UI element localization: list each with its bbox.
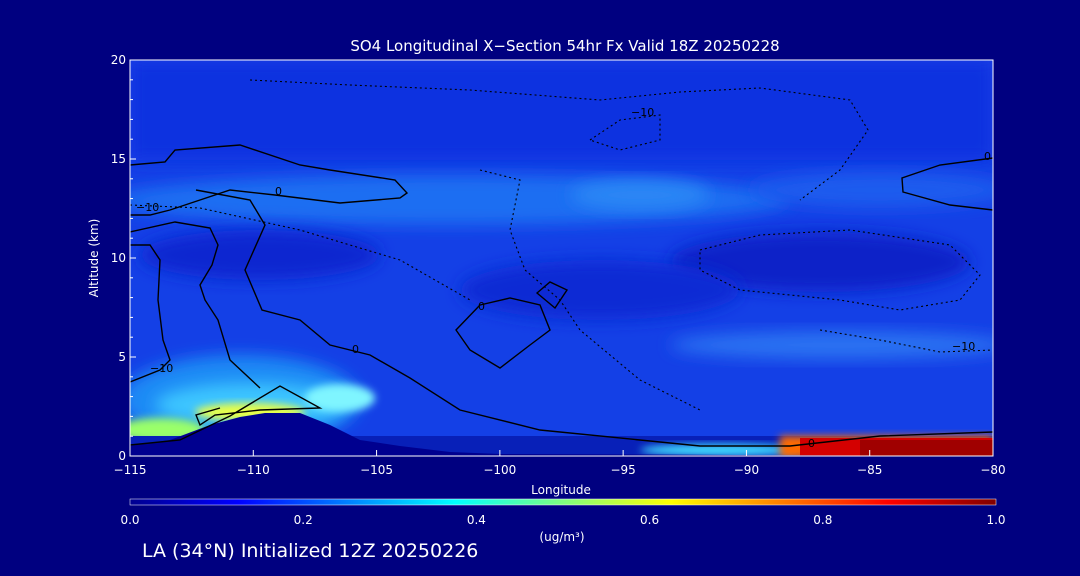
field-surface-cyan	[640, 444, 800, 456]
field-east-darkred	[860, 440, 993, 456]
x-tick-label: −110	[237, 463, 270, 477]
contour-zero-west-mid	[130, 221, 261, 389]
contour-neg10-west	[130, 204, 471, 301]
contour-zero-upper-west	[130, 144, 409, 216]
colorbar-ticks: 0.0 0.2 0.4 0.6 0.8 1.0	[120, 513, 1005, 527]
colorbar-tick-label: 0.8	[813, 513, 832, 527]
contour-label: −10	[136, 201, 159, 214]
contour-label: −10	[952, 340, 975, 353]
contours	[130, 79, 993, 447]
x-tick-label: −115	[114, 463, 147, 477]
colorbar-tick-label: 1.0	[986, 513, 1005, 527]
contour-neg10-lower-east	[819, 329, 993, 353]
chart-title: SO4 Longitudinal X−Section 54hr Fx Valid…	[350, 37, 779, 55]
contour-label: 0	[808, 437, 815, 450]
contour-zero-small-box	[535, 281, 569, 310]
y-tick-label: 20	[111, 53, 126, 67]
y-tick-label: 15	[111, 152, 126, 166]
plot-area: 0 0 0 0 0 −10 −10 −10 −10	[130, 60, 993, 456]
colorbar-tick-label: 0.2	[294, 513, 313, 527]
field-band-light-2	[570, 180, 710, 210]
contour-label: 0	[275, 185, 282, 198]
contour-label: 0	[984, 150, 991, 163]
terrain	[130, 413, 993, 456]
y-tick-label: 0	[118, 449, 126, 463]
field-band-light-3	[750, 172, 993, 208]
contour-label: 0	[352, 343, 359, 356]
colorbar	[129, 498, 997, 506]
field-dark-blob-1	[670, 232, 970, 292]
x-axis-label: Longitude	[531, 483, 591, 497]
contour-zero-central	[455, 297, 551, 369]
contour-label: 0	[478, 300, 485, 313]
contour-zero-east	[901, 157, 993, 211]
footer-initialization: LA (34°N) Initialized 12Z 20250226	[142, 540, 479, 562]
contour-zero-west-dome	[195, 189, 993, 447]
x-tick-label: −105	[360, 463, 393, 477]
x-tick-label: −85	[857, 463, 882, 477]
x-tick-label: −90	[734, 463, 759, 477]
x-tick-label: −100	[483, 463, 516, 477]
contour-neg10-loop	[588, 114, 661, 151]
contour-label: −10	[631, 106, 654, 119]
colorbar-tick-label: 0.4	[467, 513, 486, 527]
field-plume-core-cyan	[305, 384, 375, 412]
contour-zero-plume	[130, 385, 323, 446]
colorbar-tick-label: 0.0	[120, 513, 139, 527]
y-tick-label: 10	[111, 251, 126, 265]
colorbar-tick-label: 0.6	[640, 513, 659, 527]
y-tick-label: 5	[118, 350, 126, 364]
contour-label: −10	[150, 362, 173, 375]
colorbar-units: (ug/m³)	[539, 530, 584, 544]
contour-neg10-upper	[249, 79, 869, 201]
x-tick-label: −95	[610, 463, 635, 477]
y-axis: 0 5 10 15 20	[111, 53, 136, 463]
field-dark-blob-3	[460, 260, 740, 320]
x-tick-label: −80	[980, 463, 1005, 477]
contour-neg10-east	[699, 229, 981, 311]
field-upper-band	[130, 60, 993, 160]
contour-zero-west-inner	[130, 244, 171, 383]
x-axis: −115 −110 −105 −100 −95 −90 −85 −80	[114, 450, 1006, 477]
contour-labels: 0 0 0 0 0 −10 −10 −10 −10	[136, 106, 991, 450]
field-mid-light	[670, 331, 993, 359]
field-dark-blob-2	[140, 230, 380, 280]
y-axis-label: Altitude (km)	[87, 219, 101, 298]
